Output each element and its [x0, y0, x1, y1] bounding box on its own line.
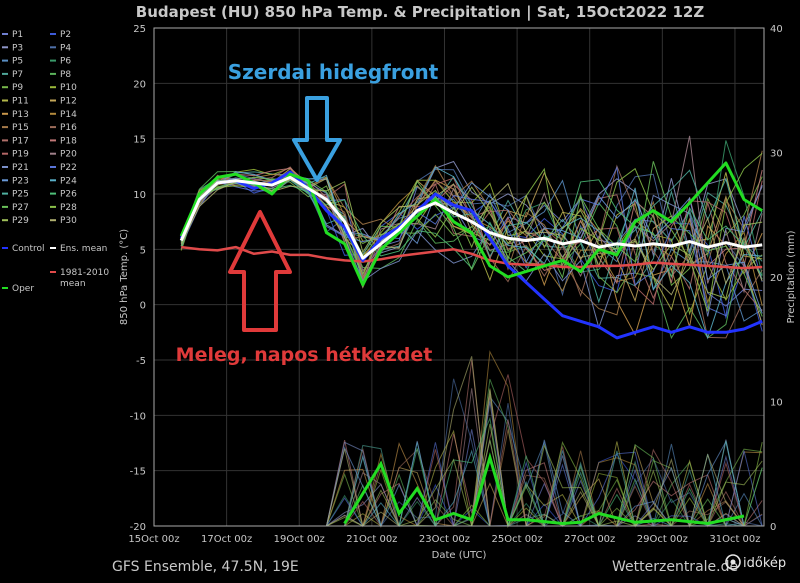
series-ens-mean: [179, 175, 763, 260]
legend-label: P20: [60, 150, 77, 160]
x-axis-label: Date (UTC): [432, 550, 487, 561]
highlighted-series: [179, 161, 763, 340]
legend-label: Oper: [12, 284, 34, 294]
y-tick-label: -15: [130, 467, 146, 478]
ensemble-line-p10: [180, 167, 763, 316]
legend-label: P27: [12, 203, 29, 213]
y2-tick-label: 20: [770, 273, 783, 284]
y-tick-label: -10: [130, 411, 146, 422]
legend-label: P15: [12, 123, 29, 133]
legend: P1 P2 P3 P4 P5 P6 P7 P8 P9 P10 P11 P12 P13 P14 P15 P16 P…: [2, 30, 109, 294]
x-tick-label: 25Oct 00z: [492, 534, 543, 545]
legend-label: P14: [60, 110, 77, 120]
legend-label: 1981-2010 mean: [60, 268, 109, 289]
y2-axis-ticks: 40 30 20 10 0: [770, 24, 783, 533]
legend-label: P16: [60, 123, 77, 133]
warm-start-arrow: [228, 210, 292, 332]
precipitation-bars: [343, 452, 745, 526]
logo-text: időkép: [743, 556, 786, 571]
legend-label: P3: [12, 43, 23, 53]
source-caption: Wetterzentrale.de: [612, 559, 738, 575]
y-tick-label: 0: [140, 301, 146, 312]
legend-label: P11: [12, 97, 29, 107]
x-tick-label: 17Oct 00z: [201, 534, 252, 545]
y-axis-label: 850 hPa Temp. (°C): [119, 229, 130, 325]
legend-label: P22: [60, 163, 77, 173]
legend-label: P7: [12, 70, 23, 80]
x-tick-label: 31Oct 00z: [709, 534, 760, 545]
model-caption: GFS Ensemble, 47.5N, 19E: [112, 559, 299, 575]
legend-label: P6: [60, 57, 71, 67]
legend-label: P29: [12, 216, 29, 226]
legend-label: P23: [12, 176, 29, 186]
legend-label: P12: [60, 97, 77, 107]
idokep-logo: időkép: [725, 554, 786, 571]
x-tick-label: 15Oct 00z: [128, 534, 179, 545]
x-tick-label: 23Oct 00z: [419, 534, 470, 545]
legend-label: P19: [12, 150, 29, 160]
y-tick-label: -20: [130, 522, 146, 533]
y-tick-label: 25: [133, 24, 146, 35]
x-tick-label: 29Oct 00z: [637, 534, 688, 545]
plot-frame: [153, 27, 765, 527]
legend-label: P4: [60, 43, 71, 53]
legend-label: Control: [12, 244, 45, 254]
legend-label: P26: [60, 190, 77, 200]
series-oper: [179, 161, 763, 287]
legend-label: P17: [12, 136, 29, 146]
y-tick-label: 10: [133, 190, 146, 201]
legend-label: P13: [12, 110, 29, 120]
x-tick-label: 27Oct 00z: [564, 534, 615, 545]
y-tick-label: 15: [133, 135, 146, 146]
legend-label: P2: [60, 30, 71, 40]
legend-label: P5: [12, 57, 23, 67]
y-axis-ticks: 25 20 15 10 5 0 -5 -10 -15 -20: [130, 24, 146, 533]
chart-title: Budapest (HU) 850 hPa Temp. & Precipitat…: [136, 3, 705, 22]
series-control: [179, 170, 763, 340]
legend-label: P30: [60, 216, 77, 226]
y2-axis-label: Precipitation (mm): [786, 230, 797, 323]
ensemble-line-p20: [180, 135, 763, 294]
legend-label: P8: [60, 70, 71, 80]
oper-precip-line: [343, 452, 745, 526]
y2-tick-label: 40: [770, 24, 783, 35]
x-tick-label: 21Oct 00z: [346, 534, 397, 545]
legend-label: P1: [12, 30, 23, 40]
y-tick-label: -5: [136, 356, 146, 367]
x-tick-label: 19Oct 00z: [274, 534, 325, 545]
legend-label: P28: [60, 203, 77, 213]
ensemble-line-p18: [180, 167, 763, 285]
y2-tick-label: 30: [770, 149, 783, 160]
cold-front-arrow: [292, 96, 342, 182]
legend-label: P21: [12, 163, 29, 173]
legend-label: P10: [60, 83, 77, 93]
ensemble-line-p17: [180, 166, 763, 312]
legend-label: P24: [60, 176, 77, 186]
y-tick-label: 5: [140, 245, 146, 256]
legend-label: P25: [12, 190, 29, 200]
legend-label: P18: [60, 136, 77, 146]
y2-tick-label: 10: [770, 398, 783, 409]
series-1981-2010-mean: [181, 245, 763, 270]
y-tick-label: 20: [133, 79, 146, 90]
y2-tick-label: 0: [770, 522, 776, 533]
cold-front-annotation: Szerdai hidegfront: [228, 60, 439, 84]
x-axis-ticks: 15Oct 00z 17Oct 00z 19Oct 00z 21Oct 00z 23Oc…: [128, 534, 760, 545]
legend-label: P9: [12, 83, 23, 93]
warm-start-annotation: Meleg, napos hétkezdet: [176, 344, 433, 366]
legend-label: Ens. mean: [60, 244, 107, 254]
